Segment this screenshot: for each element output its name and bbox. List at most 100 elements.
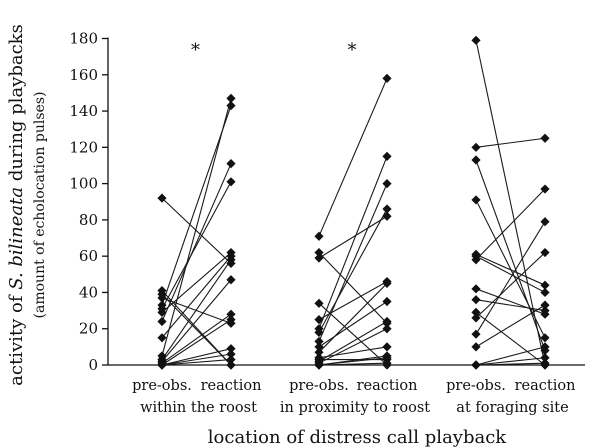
data-point — [226, 101, 236, 111]
data-point — [382, 73, 392, 84]
pair-line — [475, 255, 546, 293]
pair-line — [161, 181, 232, 310]
pair-line — [318, 252, 388, 324]
pair-line — [475, 252, 546, 319]
data-point — [382, 278, 392, 288]
data-point — [382, 316, 392, 327]
data-point — [314, 360, 324, 370]
category-labels: pre-obs. reaction within the roost pre-obs.… — [132, 378, 575, 416]
data-point — [314, 342, 324, 352]
data-point — [157, 307, 167, 317]
data-point — [382, 342, 392, 352]
pair-line — [161, 293, 232, 366]
data-point — [540, 280, 550, 290]
data-point — [471, 342, 481, 352]
y-tick-label: 180 — [69, 30, 98, 48]
data-point — [540, 333, 550, 343]
data-point — [314, 336, 324, 347]
pair-line — [475, 40, 546, 366]
pair-line — [475, 304, 546, 348]
pair-line — [475, 253, 546, 286]
pair-line — [475, 346, 546, 366]
pair-line — [318, 320, 388, 362]
data-point — [226, 360, 236, 370]
pair-line — [318, 282, 388, 353]
data-point — [540, 287, 550, 298]
category-location-label: within the roost — [140, 400, 257, 416]
y-axis-title: activity of S. bilineata during playback… — [6, 24, 48, 386]
pair-line — [475, 311, 546, 366]
pair-line — [475, 159, 546, 351]
data-point — [540, 358, 550, 368]
significance-star: * — [348, 40, 357, 61]
category-pre-label: pre-obs. — [289, 378, 349, 394]
data-point — [382, 211, 392, 221]
category-location-label: in proximity to roost — [280, 400, 430, 416]
data-point — [157, 316, 167, 327]
pair-line — [161, 353, 232, 366]
data-point — [382, 296, 392, 307]
data-point — [471, 284, 481, 294]
data-point — [314, 298, 324, 308]
data-point — [540, 300, 550, 310]
data-point — [382, 179, 392, 189]
y-ticks: 0 20 40 60 80 100 120 140 160 180 — [69, 30, 108, 374]
data-point — [226, 344, 236, 354]
pair-line — [475, 288, 546, 315]
category-reaction-label: reaction — [515, 378, 576, 394]
data-point — [471, 142, 481, 152]
data-point — [314, 327, 324, 337]
pair-line — [318, 357, 388, 366]
svg-text:activity of S. bilineata durin: activity of S. bilineata during playback… — [6, 24, 27, 386]
pair-line — [161, 348, 232, 366]
significance-marks: * * — [191, 40, 357, 61]
pair-line — [161, 255, 232, 339]
x-axis-title: location of distress call playback — [208, 427, 508, 448]
y-tick-label: 120 — [69, 138, 98, 156]
data-point — [471, 360, 481, 370]
pair-line — [161, 313, 232, 364]
category-location-label: at foraging site — [456, 400, 568, 416]
pair-line — [475, 199, 546, 339]
data-point — [226, 177, 236, 187]
pair-line — [318, 215, 388, 259]
pair-line — [318, 301, 388, 348]
pair-line — [318, 328, 388, 364]
pair-line — [161, 279, 232, 362]
data-point — [314, 315, 324, 325]
pair-line — [475, 299, 546, 312]
pair-line — [475, 137, 546, 148]
category-pre-label: pre-obs. — [446, 378, 506, 394]
data-point — [382, 151, 392, 162]
y-tick-label: 0 — [88, 356, 98, 374]
pair-line — [475, 188, 546, 261]
y-tick-label: 140 — [69, 102, 98, 120]
pair-line — [161, 163, 232, 322]
data-point — [226, 93, 236, 103]
y-tick-label: 20 — [79, 320, 98, 338]
pair-line — [318, 183, 388, 342]
y-tick-label: 60 — [79, 247, 98, 265]
y-axis-title-species: S. bilineata — [6, 187, 27, 290]
data-point — [540, 342, 550, 352]
pair-line — [161, 359, 232, 366]
category-pre-label: pre-obs. — [132, 378, 192, 394]
data-point — [471, 295, 481, 305]
data-point — [471, 155, 481, 165]
data-point — [226, 354, 236, 365]
data-point — [540, 184, 550, 194]
data-point — [314, 253, 324, 263]
pair-line — [161, 197, 232, 264]
y-axis-title-prefix: activity of — [6, 290, 27, 386]
data-point — [540, 247, 550, 258]
y-tick-label: 40 — [79, 283, 98, 301]
data-point — [540, 353, 550, 363]
data-point — [226, 275, 236, 285]
data-point — [157, 360, 167, 370]
pair-line — [475, 357, 546, 366]
pair-line — [161, 252, 232, 313]
pair-line — [475, 221, 546, 335]
pair-line — [318, 281, 388, 321]
category-reaction-label: reaction — [357, 378, 418, 394]
data-point — [382, 358, 392, 368]
